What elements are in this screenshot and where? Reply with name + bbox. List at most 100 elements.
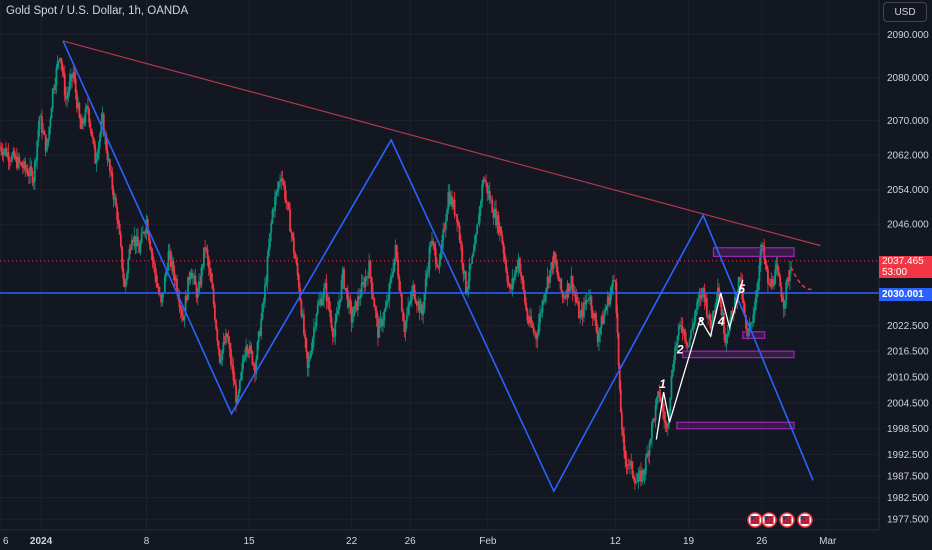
candle-body bbox=[723, 312, 725, 335]
zigzag-pattern-line bbox=[62, 40, 814, 493]
candle-body bbox=[269, 233, 271, 248]
candle-body bbox=[662, 402, 664, 412]
candle-body bbox=[601, 316, 604, 325]
candle-body bbox=[613, 280, 615, 281]
candle-body bbox=[80, 118, 83, 129]
candle-body bbox=[126, 272, 128, 280]
candle-body bbox=[284, 185, 286, 200]
candle-body bbox=[502, 243, 505, 254]
candle-body bbox=[529, 316, 531, 323]
candle-body bbox=[63, 74, 66, 96]
candle-body bbox=[377, 317, 379, 338]
candle-body bbox=[785, 282, 788, 301]
candle-body bbox=[487, 191, 490, 194]
candle-body bbox=[265, 281, 268, 285]
candle-body bbox=[642, 470, 645, 475]
x-tick-label-2: 8 bbox=[144, 536, 150, 547]
candle-body bbox=[373, 298, 376, 308]
candle-body bbox=[363, 281, 366, 288]
candle-body bbox=[375, 310, 378, 318]
us-event-flag-icon[interactable] bbox=[747, 512, 763, 528]
candle-body bbox=[85, 106, 88, 109]
candle-body bbox=[294, 253, 296, 259]
price-axis[interactable]: 2090.000 2080.000 2070.000 2062.000 2054.000… bbox=[887, 30, 929, 526]
candle-body bbox=[335, 314, 338, 321]
candle-body bbox=[663, 411, 666, 421]
candle-body bbox=[209, 268, 211, 274]
candle-body bbox=[129, 248, 132, 250]
candle-body bbox=[218, 349, 221, 363]
candle-body bbox=[539, 312, 541, 324]
candle-body bbox=[710, 324, 713, 329]
candle-body bbox=[156, 283, 159, 288]
x-tick-label-0: 6 bbox=[3, 536, 9, 547]
candle-body bbox=[589, 296, 592, 298]
candle-body bbox=[707, 315, 709, 319]
wave-label-2: 2 bbox=[676, 342, 684, 356]
candle-body bbox=[698, 295, 701, 300]
candle-body bbox=[309, 355, 312, 360]
candle-body bbox=[230, 348, 232, 365]
y-tick-label-5: 2046.000 bbox=[887, 220, 929, 231]
candle-body bbox=[709, 314, 712, 329]
us-event-flag-icon[interactable] bbox=[797, 512, 813, 528]
candle-body bbox=[107, 159, 110, 161]
candle-body bbox=[693, 315, 696, 325]
candle-body bbox=[368, 261, 371, 279]
candle-body bbox=[688, 338, 691, 346]
candle-body bbox=[782, 301, 785, 309]
candle-body bbox=[360, 282, 363, 297]
candle-body bbox=[419, 304, 422, 313]
candle-body bbox=[21, 166, 24, 169]
candle-body bbox=[62, 71, 65, 75]
candle-body bbox=[245, 345, 248, 356]
candle-body bbox=[20, 162, 23, 167]
candle-body bbox=[32, 180, 35, 183]
candle-body bbox=[520, 272, 523, 277]
candle-body bbox=[530, 316, 533, 325]
candle-body bbox=[78, 103, 81, 118]
candle-body bbox=[232, 366, 235, 381]
candle-body bbox=[517, 258, 520, 269]
candle-body bbox=[280, 178, 283, 182]
candle-body bbox=[745, 315, 747, 329]
candle-body bbox=[603, 313, 605, 325]
candle-body bbox=[608, 296, 610, 305]
candle-body bbox=[500, 226, 502, 236]
us-event-flag-icon[interactable] bbox=[779, 512, 795, 528]
candle-body bbox=[575, 296, 578, 303]
candle-body bbox=[534, 332, 536, 334]
candle-body bbox=[670, 376, 673, 398]
currency-button[interactable]: USD bbox=[883, 2, 927, 22]
candle-body bbox=[240, 372, 242, 381]
candle-body bbox=[418, 301, 421, 313]
candle-body bbox=[593, 313, 595, 319]
candle-body bbox=[724, 334, 727, 344]
candle-body bbox=[583, 302, 585, 318]
candle-body bbox=[681, 326, 684, 333]
candle-body bbox=[439, 252, 442, 260]
candle-body bbox=[490, 199, 492, 201]
candle-body bbox=[615, 281, 618, 314]
candle-body bbox=[636, 481, 639, 483]
candle-body bbox=[196, 293, 199, 298]
candle-body bbox=[187, 276, 189, 301]
candle-body bbox=[248, 345, 251, 354]
us-event-flag-icon[interactable] bbox=[761, 512, 777, 528]
candle-body bbox=[39, 116, 42, 117]
flag-stripes bbox=[764, 516, 774, 524]
candle-body bbox=[452, 199, 455, 207]
candle-body bbox=[385, 301, 388, 308]
time-axis[interactable]: 6 2024 8 15 22 26 Feb 12 19 26 Mar bbox=[3, 536, 837, 547]
event-flags[interactable] bbox=[747, 512, 813, 528]
candle-body bbox=[459, 240, 462, 245]
candle-body bbox=[669, 397, 672, 412]
candle-body bbox=[128, 248, 131, 260]
candle-body bbox=[719, 296, 722, 303]
candle-body bbox=[531, 324, 534, 328]
candle-body bbox=[351, 316, 354, 323]
candle-body bbox=[178, 299, 181, 307]
candle-body bbox=[8, 160, 11, 162]
candles-layer bbox=[0, 55, 792, 490]
